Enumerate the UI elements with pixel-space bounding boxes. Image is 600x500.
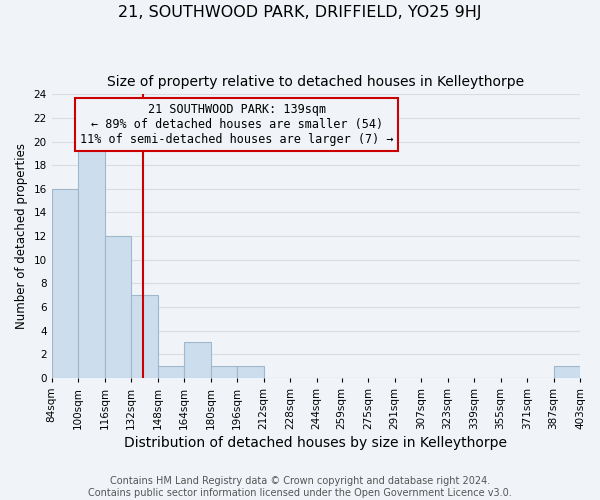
Y-axis label: Number of detached properties: Number of detached properties — [15, 143, 28, 329]
Bar — [554, 366, 580, 378]
Bar — [78, 142, 104, 378]
Bar — [184, 342, 211, 378]
X-axis label: Distribution of detached houses by size in Kelleythorpe: Distribution of detached houses by size … — [124, 436, 508, 450]
Text: Contains HM Land Registry data © Crown copyright and database right 2024.
Contai: Contains HM Land Registry data © Crown c… — [88, 476, 512, 498]
Text: 21 SOUTHWOOD PARK: 139sqm
← 89% of detached houses are smaller (54)
11% of semi-: 21 SOUTHWOOD PARK: 139sqm ← 89% of detac… — [80, 103, 394, 146]
Bar — [211, 366, 237, 378]
Bar — [158, 366, 184, 378]
Bar — [104, 236, 131, 378]
Bar — [52, 189, 78, 378]
Title: Size of property relative to detached houses in Kelleythorpe: Size of property relative to detached ho… — [107, 75, 524, 89]
Bar — [131, 295, 158, 378]
Bar — [237, 366, 263, 378]
Text: 21, SOUTHWOOD PARK, DRIFFIELD, YO25 9HJ: 21, SOUTHWOOD PARK, DRIFFIELD, YO25 9HJ — [118, 5, 482, 20]
